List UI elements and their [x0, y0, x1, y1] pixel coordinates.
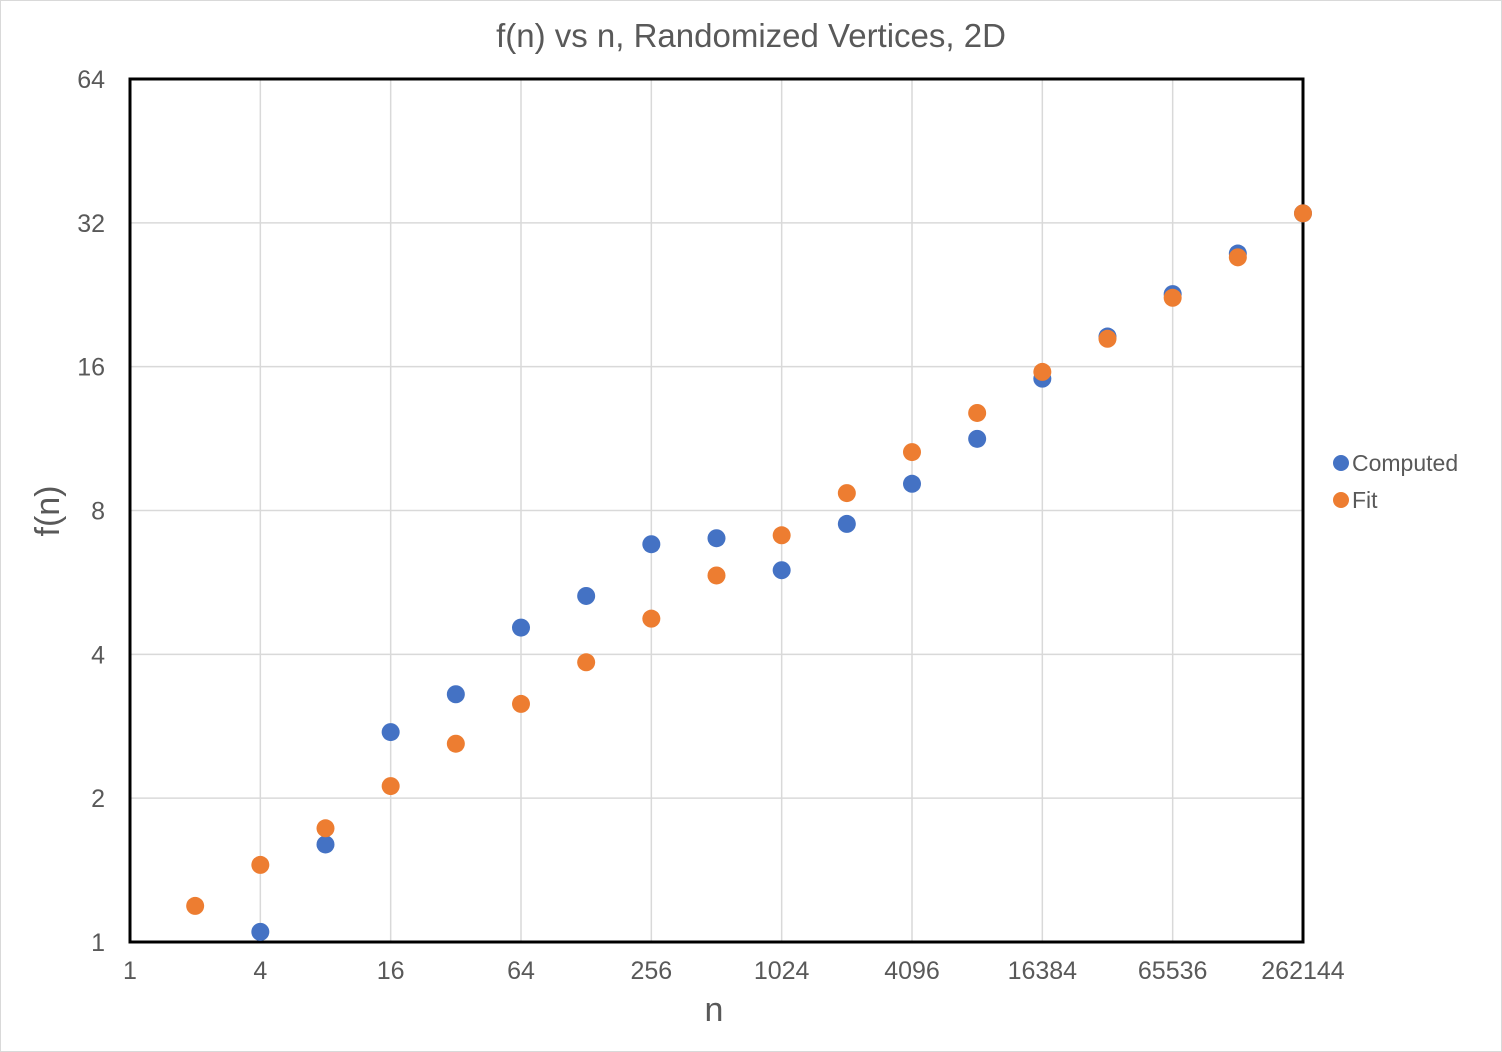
series-fit — [186, 204, 1312, 915]
point-fit — [512, 694, 530, 713]
point-fit — [1163, 288, 1182, 307]
y-tick-label: 1 — [91, 929, 105, 957]
legend: Computed Fit — [1333, 450, 1458, 513]
point-computed — [772, 561, 791, 580]
legend-marker-fit — [1333, 492, 1349, 508]
x-tick-labels: 1 4 16 64 256 1024 4096 16384 65536 262144 — [123, 957, 1345, 985]
point-computed — [316, 835, 335, 854]
point-fit — [1294, 204, 1312, 223]
point-computed — [577, 586, 596, 605]
y-tick-label: 32 — [77, 210, 105, 238]
y-tick-label: 4 — [91, 641, 105, 669]
chart-title: f(n) vs n, Randomized Vertices, 2D — [496, 17, 1006, 54]
x-axis-title: n — [705, 991, 724, 1029]
point-fit — [1098, 329, 1117, 348]
point-fit — [903, 443, 921, 462]
x-tick-label: 256 — [630, 957, 672, 985]
plot-frame — [128, 77, 1305, 944]
legend-marker-computed — [1333, 455, 1349, 471]
x-tick-label: 1 — [123, 957, 137, 985]
point-computed — [968, 429, 987, 448]
x-tick-label: 1024 — [754, 957, 810, 985]
x-tick-label: 4096 — [884, 957, 940, 985]
x-tick-label: 65536 — [1138, 957, 1208, 985]
point-fit — [772, 526, 791, 545]
x-tick-label: 262144 — [1261, 957, 1345, 985]
y-tick-labels: 1 2 4 8 16 32 64 — [77, 66, 105, 957]
point-computed — [837, 514, 856, 533]
point-fit — [316, 819, 335, 838]
legend-label-fit: Fit — [1352, 487, 1378, 513]
point-computed — [512, 618, 530, 637]
point-fit — [642, 609, 661, 628]
point-fit — [446, 734, 465, 753]
x-tick-label: 64 — [507, 957, 535, 985]
y-tick-label: 64 — [77, 66, 105, 94]
point-computed — [446, 685, 465, 704]
y-tick-label: 8 — [91, 498, 105, 526]
point-fit — [251, 855, 270, 874]
point-fit — [837, 484, 856, 503]
x-tick-label: 16384 — [1008, 957, 1078, 985]
point-fit — [381, 777, 400, 796]
point-fit — [186, 896, 205, 915]
data-points — [186, 204, 1312, 941]
point-fit — [577, 653, 596, 672]
x-tick-label: 4 — [253, 957, 267, 985]
point-computed — [903, 474, 921, 493]
y-tick-label: 16 — [77, 354, 105, 382]
legend-label-computed: Computed — [1352, 450, 1458, 476]
point-fit — [968, 403, 987, 422]
y-tick-label: 2 — [91, 785, 105, 813]
point-fit — [1228, 248, 1247, 267]
point-computed — [251, 922, 270, 941]
x-tick-label: 16 — [377, 957, 405, 985]
gridlines — [129, 78, 1304, 943]
point-computed — [707, 529, 726, 548]
point-computed — [642, 535, 661, 554]
point-computed — [381, 723, 400, 742]
point-fit — [707, 566, 726, 585]
y-axis-title: f(n) — [29, 486, 67, 537]
point-fit — [1033, 362, 1052, 381]
